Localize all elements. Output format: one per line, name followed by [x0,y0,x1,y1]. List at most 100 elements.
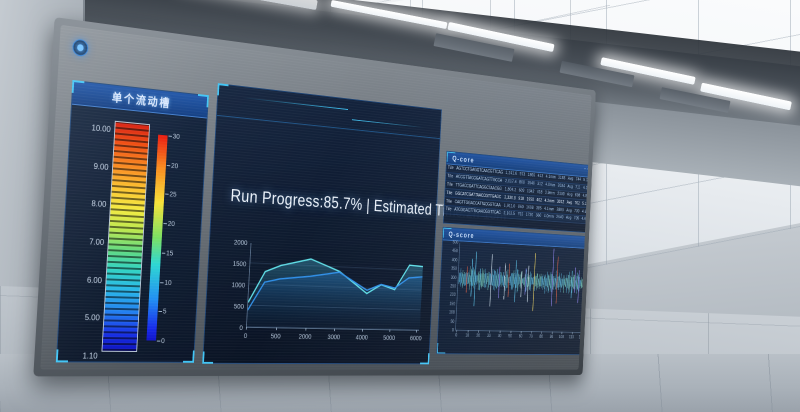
colorbar-tick-label: 15 [165,248,174,258]
display-screen: 单个流动槽 10.00 9.00 8.00 7.00 6.00 5.00 1.10 30 20… [40,25,592,370]
q-score-spike [544,277,545,288]
colorbar-tick-mark [156,340,161,342]
colorbar-tick-mark [163,223,167,225]
q-score-spike [492,274,493,285]
table-cell: 2,102.5 [502,209,517,219]
q-score-spike [548,275,549,287]
q-score-spike [583,277,584,292]
q-score-spike [558,277,559,288]
q-score-x-tick: 20 [476,333,481,339]
q-score-spike [466,266,467,292]
q-score-y-tick: 200 [449,292,456,299]
q-score-x-tickmark [571,331,573,335]
q-score-spike [514,273,515,285]
q-score-spike [527,277,528,288]
run-trend-x-tick: 3000 [327,332,341,341]
q-score-y-tick: 250 [450,283,457,290]
colorbar-tick-label: 0 [160,336,166,345]
q-score-spike [493,275,494,286]
q-score-x-tickmark [551,331,553,334]
colorbar-tick-mark [161,252,166,254]
q-score-spike [560,273,561,292]
table-cell: 1720 [524,211,535,220]
display-bezel: 单个流动槽 10.00 9.00 8.00 7.00 6.00 5.00 1.10 30 20… [33,17,596,377]
q-score-spike [481,274,482,287]
run-trend-y-tick: 2000 [233,237,248,247]
q-score-spike [550,272,551,291]
run-trend-y-tick: 0 [239,323,243,332]
q-score-spike [566,274,567,293]
q-core-logo-icon [72,38,89,58]
run-trend-x-tick: 500 [270,331,281,341]
q-score-x-tick: 30 [486,333,491,339]
corner-bracket-icon [442,226,452,239]
run-trend-gridlines [246,243,423,330]
q-score-waveform-chart: 500 450 400 350 300 250 200 150 100 50 0 0 10 20 30 40… [440,240,590,352]
q-score-x-tickmark [456,329,458,333]
q-score-x-tick: 100 [558,334,565,340]
colorbar-tick-label: 10 [164,277,172,287]
corner-bracket-icon [420,353,430,365]
panel-status-dots: • • • [584,166,592,173]
q-score-x-tickmark [541,331,543,334]
run-trend-x-tickmark [389,329,391,333]
q-score-spike [507,270,508,288]
q-score-x-tick: 70 [529,334,533,340]
run-trend-y-axis: 2000 1500 1000 500 0 [222,238,249,332]
flow-cell-y-tick: 8.00 [91,198,107,210]
q-score-x-tick: 60 [518,334,523,340]
q-score-x-tickmark [478,330,480,333]
colorbar-tick-mark [166,164,171,166]
q-score-spike [469,266,470,290]
q-score-spike [511,274,512,286]
q-score-x-tickmark [531,331,532,334]
run-trend-chart: 2000 1500 1000 500 0 [221,238,426,348]
q-score-spike [559,276,560,288]
q-score-x-tick: 50 [508,334,512,340]
q-score-spike [533,253,536,311]
q-score-y-tick: 500 [452,240,459,246]
q-score-spike [467,273,468,284]
q-score-x-tick: 120 [578,335,584,341]
q-score-y-tick: 450 [452,248,458,255]
flow-cell-y-tick: 7.00 [88,236,105,247]
colorbar-tick-label: 25 [169,189,177,200]
q-score-x-tickmark [581,332,583,335]
q-score-spike [536,276,537,287]
q-score-spike [464,274,465,286]
run-trend-x-tick: 5000 [383,333,396,342]
colorbar-tick-mark [165,193,169,196]
q-score-spike [520,274,521,287]
panel-header-decoration [216,84,442,140]
flow-cell-panel: 单个流动槽 10.00 9.00 8.00 7.00 6.00 5.00 1.10 30 20… [55,79,209,363]
q-score-y-tick: 0 [451,328,454,334]
q-score-spike [493,270,494,290]
q-score-x-tickmark [467,329,469,333]
q-score-spike [478,273,479,284]
run-trend-y-tick: 500 [233,302,245,311]
colorbar-tick-label: 20 [170,160,179,170]
table-cell: 2640 [554,213,565,222]
flow-cell-y-tick: 1.10 [82,350,98,361]
corner-bracket-icon [202,351,214,364]
run-trend-x-tickmark [334,328,336,332]
q-score-spike [501,272,502,286]
flow-cell-panel-body: 10.00 9.00 8.00 7.00 6.00 5.00 1.10 30 20 25 20 15… [57,105,207,362]
colorbar-tick-mark [158,311,162,313]
run-trend-x-tick: 0 [243,331,248,340]
q-score-spike [463,274,464,285]
flow-cell-y-tick: 5.00 [84,312,101,323]
run-trend-x-tickmark [276,327,277,331]
q-score-spike [574,268,575,293]
q-score-x-tickmark [510,330,512,334]
run-trend-x-tick: 4000 [355,333,369,342]
flow-cell-y-tick: 6.00 [86,274,103,285]
q-score-x-tick: 110 [568,335,574,340]
q-score-spike [504,276,505,287]
q-score-spike [483,270,484,287]
corner-bracket-icon [71,79,85,95]
colorbar-tick-label: 30 [172,131,181,141]
run-progress-panel: Run Progress:85.7% | Estimated Time:2h 1… [202,83,507,365]
corner-bracket-icon [446,150,456,163]
